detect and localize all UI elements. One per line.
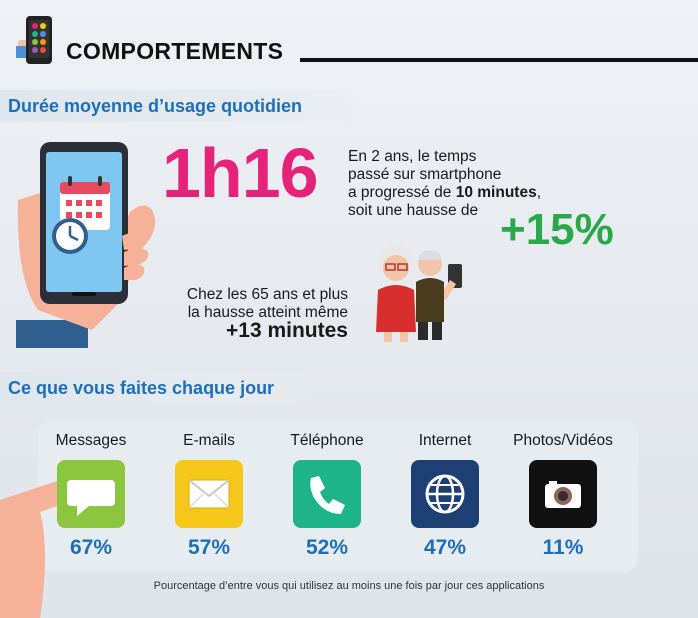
senior-stat: Chez les 65 ans et plus la hausse attein…	[150, 286, 348, 342]
app-percentage: 57%	[187, 536, 231, 559]
app-label: Téléphone	[290, 432, 364, 449]
app-messages: Messages 67%	[36, 432, 146, 560]
app-label: Internet	[418, 432, 472, 449]
app-percentage: 52%	[305, 536, 349, 559]
trend-line-suffix: ,	[536, 184, 542, 201]
envelope-icon	[175, 460, 243, 528]
trend-minutes: 10 minutes	[455, 184, 537, 201]
trend-line: passé sur smartphone	[348, 166, 502, 183]
section-title-daily-usage: Durée moyenne d’usage quotidien	[8, 96, 303, 116]
app-label: E-mails	[183, 432, 235, 449]
senior-line: la hausse atteint même	[187, 304, 348, 321]
camera-icon	[529, 460, 597, 528]
footnote: Pourcentage d’entre vous qui utilisez au…	[153, 580, 545, 592]
trend-line-prefix: a progressé de	[348, 184, 456, 201]
app-emails: E-mails 57%	[154, 432, 264, 560]
section-banner-daily-usage: Durée moyenne d’usage quotidien	[0, 90, 360, 122]
seniors-selfie-illustration	[376, 244, 462, 342]
app-label: Photos/Vidéos	[513, 432, 613, 449]
section-banner-daily-activities: Ce que vous faites chaque jour	[0, 372, 320, 404]
globe-icon	[411, 460, 479, 528]
trend-description: En 2 ans, le temps passé sur smartphone …	[348, 148, 541, 220]
senior-value: +13 minutes	[226, 319, 348, 342]
trend-line: a progressé de 10 minutes,	[348, 184, 541, 202]
smartphone-icon	[16, 16, 52, 64]
app-internet: Internet 47%	[390, 432, 500, 560]
app-label: Messages	[55, 432, 127, 449]
phone-icon	[293, 460, 361, 528]
app-percentage: 67%	[69, 536, 113, 559]
section-title-daily-activities: Ce que vous faites chaque jour	[8, 378, 275, 398]
trend-line: soit une hausse de	[348, 202, 479, 219]
app-percentage: 11%	[542, 536, 584, 559]
page-title: COMPORTEMENTS	[66, 38, 284, 64]
trend-percentage: +15%	[500, 205, 614, 254]
app-telephone: Téléphone 52%	[272, 432, 382, 560]
message-icon	[57, 460, 125, 528]
trend-line: En 2 ans, le temps	[348, 148, 477, 165]
app-percentage: 47%	[423, 536, 467, 559]
title-divider	[300, 58, 698, 62]
phone-calendar-illustration	[16, 142, 156, 348]
senior-line: Chez les 65 ans et plus	[186, 286, 348, 303]
app-photos-videos: Photos/Vidéos 11%	[508, 432, 618, 560]
average-duration-value: 1h16	[162, 134, 319, 212]
